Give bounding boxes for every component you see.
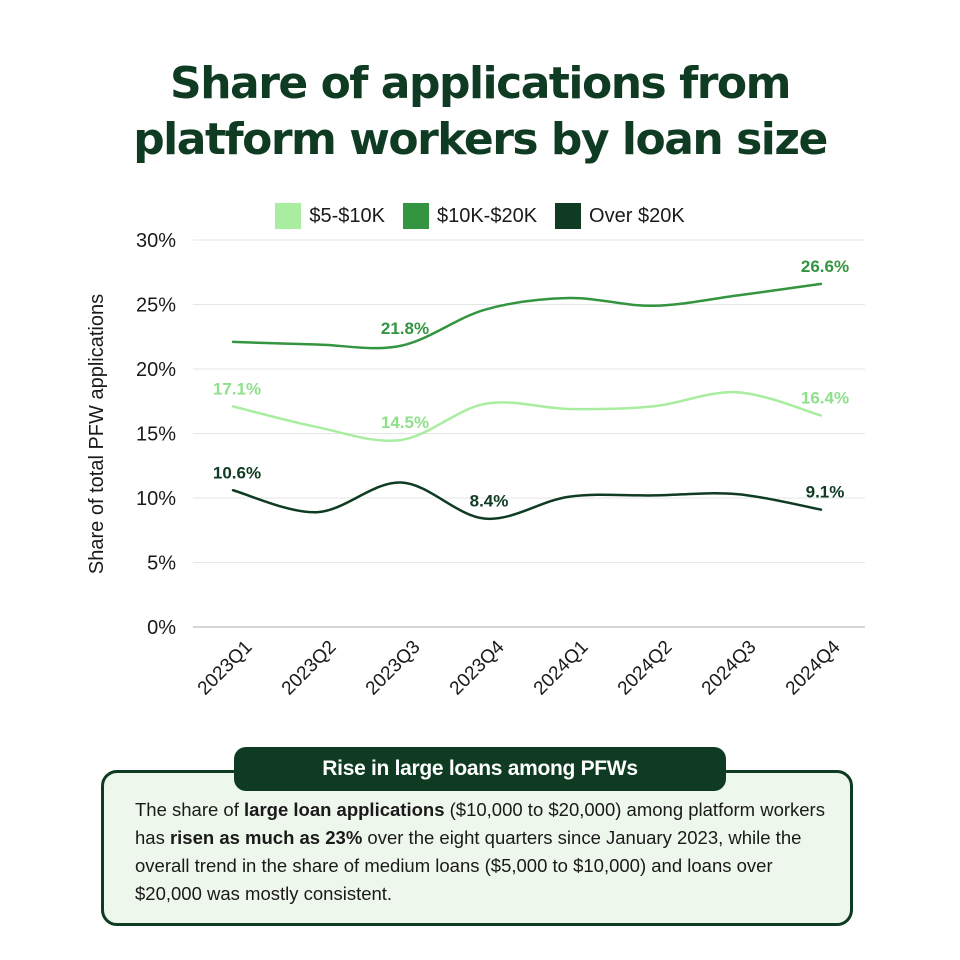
series-line	[231, 282, 823, 350]
series-line	[231, 481, 823, 520]
grid-lines	[193, 239, 865, 628]
x-tick-label: 2023Q2	[278, 637, 341, 700]
line-chart: 0%5%10%15%20%25%30% 2023Q1 2023Q2 2023Q3 20…	[86, 230, 865, 699]
x-tick-label: 2024Q3	[698, 637, 761, 700]
legend-swatch-over	[555, 203, 582, 229]
insight-text-run: risen as much as 23%	[169, 827, 363, 848]
insight-card-heading: Rise in large loans among PFWs	[234, 747, 726, 791]
chart-legend: $5-$10K $10K-$20K Over $20K	[0, 203, 960, 229]
chart-title-line-2: platform workers by loan size	[133, 114, 828, 165]
y-tick-label: 5%	[147, 553, 176, 575]
x-tick-label: 2023Q1	[194, 637, 257, 700]
insight-card-text: The share of large loan applications ($1…	[135, 796, 835, 908]
series-lines	[231, 282, 823, 520]
data-label: 16.4%	[801, 388, 849, 407]
legend-item-over: Over $20K	[555, 203, 685, 229]
insight-text-run: large loan applications	[244, 799, 445, 820]
insight-text-run: over the eight quarters since January 20…	[135, 827, 802, 904]
data-label: 14.5%	[381, 413, 429, 432]
y-tick-label: 25%	[136, 295, 176, 317]
y-tick-label: 10%	[136, 488, 176, 510]
insight-card	[101, 770, 853, 926]
data-labels: 17.1% 14.5% 16.4% 21.8% 26.6% 10.6% 8.4% 9.1%	[213, 257, 849, 511]
legend-swatch-large	[402, 203, 429, 229]
legend-item-small: $5-$10K	[275, 203, 385, 229]
insight-text-run: The share of	[135, 799, 245, 820]
y-tick-label: 15%	[136, 424, 176, 446]
data-label: 17.1%	[213, 379, 261, 398]
y-tick-label: 20%	[136, 359, 176, 381]
data-label: 10.6%	[213, 463, 261, 482]
insight-text-run: ($10,000 to $20,000) among platform work…	[135, 799, 825, 848]
x-tick-label: 2024Q2	[614, 637, 677, 700]
y-tick-label: 0%	[147, 617, 176, 639]
data-label: 8.4%	[470, 492, 509, 511]
legend-swatch-small	[275, 203, 302, 229]
chart-title: Share of applications from platform work…	[0, 56, 960, 168]
data-label: 21.8%	[381, 319, 429, 338]
x-tick-label: 2023Q4	[446, 636, 509, 699]
legend-label-over: Over $20K	[589, 204, 685, 227]
y-tick-label: 30%	[136, 230, 176, 252]
y-axis-title: Share of total PFW applications	[86, 294, 108, 574]
x-axis-ticks: 2023Q1 2023Q2 2023Q3 2023Q4 2024Q1 2024Q2 2024…	[194, 636, 845, 699]
y-axis-ticks: 0% 5% 10% 15% 20% 25% 30%	[136, 230, 176, 639]
x-tick-label: 2024Q1	[530, 637, 593, 700]
series-line	[231, 390, 823, 442]
data-label: 26.6%	[801, 257, 849, 276]
x-tick-label: 2024Q4	[782, 636, 845, 699]
legend-label-small: $5-$10K	[309, 204, 385, 227]
data-label: 9.1%	[806, 483, 845, 502]
chart-title-line-1: Share of applications from	[170, 58, 791, 109]
x-tick-label: 2023Q3	[362, 637, 425, 700]
legend-item-large: $10K-$20K	[402, 203, 538, 229]
legend-label-large: $10K-$20K	[436, 204, 538, 227]
